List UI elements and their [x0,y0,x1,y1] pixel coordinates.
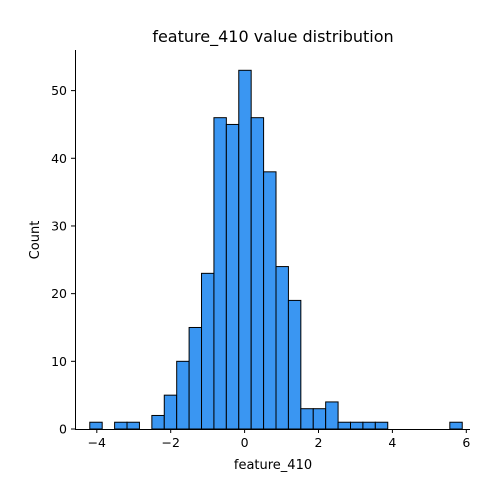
x-tick-label: 0 [241,435,249,450]
histogram-bar [250,117,265,430]
histogram-bar [275,266,289,430]
y-tick-label: 30 [51,218,67,233]
x-tick-label: 6 [462,435,470,450]
y-tick-label: 50 [51,83,67,98]
y-ticks-group: 0 10 20 30 40 50 [51,83,75,437]
histogram-bar [300,408,314,430]
histogram-bar [263,171,277,430]
histogram-bar [126,421,140,430]
x-tick-label: −4 [88,435,106,450]
x-tick-label: −2 [161,435,179,450]
chart-title: feature_410 value distribution [152,27,393,47]
histogram-bar [89,421,103,430]
histogram-bar [151,414,165,430]
histogram-bar [325,401,339,430]
histogram-bar [287,299,302,430]
histogram-bar [350,421,364,430]
x-ticks-group: −4 −2 0 2 4 6 [88,429,470,450]
y-tick-label: 40 [51,151,67,166]
histogram-bar [312,408,327,430]
histogram-bar [213,117,227,430]
histogram-bar [238,69,252,430]
y-axis-label: Count [28,221,43,260]
histogram-bar [163,394,178,430]
y-tick-label: 20 [51,286,67,301]
histogram-bar [188,326,203,430]
y-tick-label: 0 [59,422,67,437]
histogram-bar [225,123,240,430]
histogram-bar [114,421,128,430]
x-axis-label: feature_410 [234,458,312,473]
x-tick-label: 4 [388,435,396,450]
histogram-bar [176,360,190,430]
bars-group [89,69,463,430]
histogram-bar [374,421,389,430]
y-tick-label: 10 [51,354,67,369]
histogram-bar [337,421,352,430]
x-tick-label: 2 [315,435,323,450]
histogram-bar [449,421,463,430]
histogram-bar [362,421,376,430]
histogram-bar [201,272,215,430]
